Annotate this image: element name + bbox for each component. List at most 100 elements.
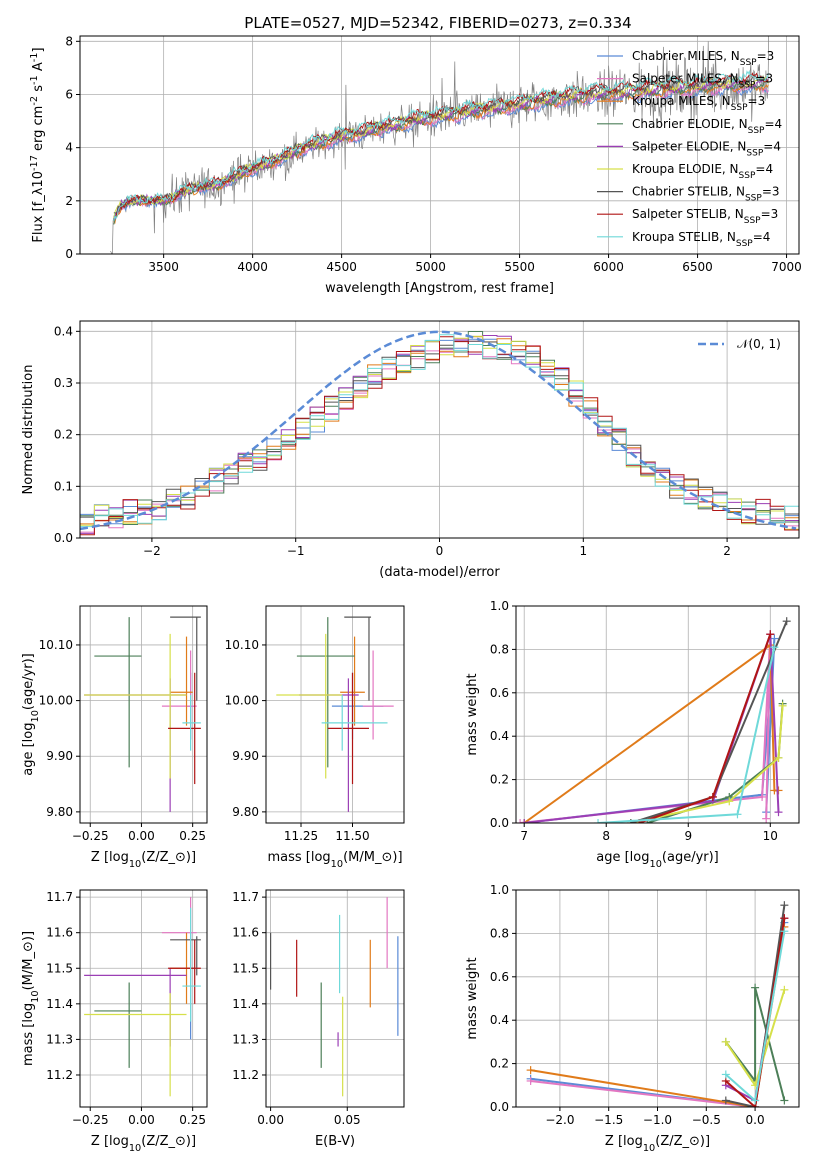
- ticks: [262, 896, 348, 1111]
- x-tick-label: 11.50: [335, 829, 369, 843]
- label-fragment: (age/yr)]: [21, 653, 36, 710]
- label-fragment: Flux [f_λ10: [31, 171, 46, 243]
- ticks: [76, 40, 788, 258]
- label-fragment: Salpeter STELIB, N: [632, 207, 744, 221]
- y-tick-label: 10.10: [225, 638, 259, 652]
- x-tick-label: 7: [520, 829, 528, 843]
- error-point-kroupa_elodie: [84, 993, 187, 1097]
- legend-label: Kroupa STELIB, NSSP=4: [632, 230, 770, 249]
- y-tick-label: 11.4: [46, 997, 73, 1011]
- marker-chabrier_stelib: [780, 901, 789, 910]
- x-tick-label: 9: [684, 829, 692, 843]
- series-line-salpeter_stelib: [725, 918, 786, 1107]
- model-line-kroupa_miles: [113, 80, 769, 224]
- ticks: [262, 644, 354, 827]
- grid: [80, 606, 207, 823]
- plot-area: [84, 897, 201, 1097]
- ticks: [512, 605, 771, 827]
- label-fragment: =3: [748, 94, 766, 108]
- model-line-salpeter_stelib: [113, 72, 769, 217]
- x-tick-label: 5000: [415, 260, 446, 274]
- error-point-chabrier_stelib: [344, 616, 372, 701]
- axes-frame: [79, 889, 208, 1108]
- marker-salpeter_stelib: [708, 792, 717, 801]
- label-fragment: Chabrier ELODIE, N: [632, 117, 748, 131]
- x-tick-label: 4000: [237, 260, 268, 274]
- label-fragment: SSP: [745, 194, 762, 204]
- label-fragment: Z [log: [605, 1134, 643, 1149]
- label-fragment: 10: [649, 859, 661, 870]
- marker-kroupa_elodie: [725, 797, 734, 806]
- error-point-salpeter_miles: [362, 650, 394, 740]
- label-fragment: (data-model)/error: [379, 565, 500, 580]
- plot-area: [526, 901, 789, 1107]
- ticks: [76, 644, 194, 827]
- marker-kroupa_elodie: [721, 1037, 730, 1046]
- label-fragment: SSP: [736, 239, 753, 249]
- legend-label: Chabrier ELODIE, NSSP=4: [632, 117, 782, 136]
- label-fragment: mass [log: [21, 1003, 36, 1066]
- y-tick-label: 0.8: [490, 926, 509, 940]
- plot-area: [80, 330, 799, 536]
- x-tick-label: 0.25: [179, 1113, 206, 1127]
- marker-salpeter_miles: [526, 1076, 535, 1085]
- x-tick-label: 4500: [326, 260, 357, 274]
- y-tick-label: 2: [65, 194, 73, 208]
- y-tick-label: 0.2: [490, 1057, 509, 1071]
- label-fragment: A: [31, 62, 46, 75]
- marker-salpeter_miles: [758, 792, 767, 801]
- label-fragment: -2: [29, 96, 40, 106]
- histogram-salpeter_stelib: [80, 336, 799, 536]
- legend-label: 𝒩(0, 1): [737, 337, 781, 351]
- y-axis-label: mass weight: [465, 957, 480, 1039]
- y-tick-label: 0.6: [490, 686, 509, 700]
- label-fragment: ]: [31, 47, 46, 52]
- label-fragment: (M/M_⊙)]: [343, 850, 402, 865]
- y-tick-label: 0.4: [490, 1013, 509, 1027]
- y-tick-label: 11.3: [46, 1032, 73, 1046]
- y-tick-label: 9.90: [46, 749, 73, 763]
- y-tick-label: 11.2: [46, 1068, 73, 1082]
- grid: [266, 606, 404, 823]
- marker-kroupa_stelib: [780, 927, 789, 936]
- error-point-kroupa_stelib: [182, 907, 201, 1022]
- x-tick-label: −1.0: [643, 1113, 672, 1127]
- marker-salpeter_miles: [762, 814, 771, 823]
- marker-salpeter_stelib: [766, 630, 775, 639]
- label-fragment: =4: [755, 162, 773, 176]
- y-tick-label: 0.3: [54, 376, 73, 390]
- y-tick-label: 1.0: [490, 883, 509, 897]
- label-fragment: 10: [129, 859, 141, 870]
- panel-spectrum: 3500 4000 4500 5000 5500 6000 6500 7000 0 2 4 6 8 wav…: [29, 34, 802, 296]
- error-point-salpeter_stelib: [327, 672, 369, 785]
- marker-kroupa_stelib: [594, 819, 603, 823]
- x-axis-label: E(B-V): [315, 1134, 355, 1149]
- y-axis-label: mass [log10(M/M_⊙)]: [21, 931, 41, 1066]
- panel-age_vs_mass: 11.25 11.50 9.80 9.90 10.00 10.10 mass [log10(…: [225, 605, 405, 870]
- y-tick-label: 11.4: [232, 997, 259, 1011]
- label-fragment: Salpeter ELODIE, N: [632, 139, 746, 153]
- label-fragment: (M/M_⊙)]: [21, 931, 36, 990]
- marker-kroupa_elodie: [778, 701, 787, 710]
- x-axis-label: wavelength [Angstrom, rest frame]: [325, 281, 554, 296]
- y-tick-label: 11.5: [232, 961, 259, 975]
- y-tick-label: 9.80: [232, 805, 259, 819]
- grid: [516, 605, 799, 824]
- label-fragment: 10: [643, 1143, 655, 1154]
- legend-label: Salpeter STELIB, NSSP=3: [632, 207, 778, 226]
- x-tick-label: 0.0: [746, 1113, 765, 1127]
- x-tick-label: −0.25: [72, 829, 109, 843]
- label-fragment: age [log: [596, 850, 649, 865]
- y-tick-label: 0.2: [54, 428, 73, 442]
- x-tick-label: 1: [579, 544, 587, 558]
- y-tick-label: 0.4: [490, 729, 509, 743]
- error-point-chabrier_stelib: [170, 616, 201, 701]
- x-tick-label: 2: [723, 544, 731, 558]
- plot-area: [516, 617, 791, 823]
- x-axis-label: Z [log10(Z/Z_⊙)]: [91, 1134, 196, 1154]
- label-fragment: =3: [762, 185, 780, 199]
- plot-area: [84, 616, 201, 812]
- marker-chabrier_elodie: [780, 1096, 789, 1105]
